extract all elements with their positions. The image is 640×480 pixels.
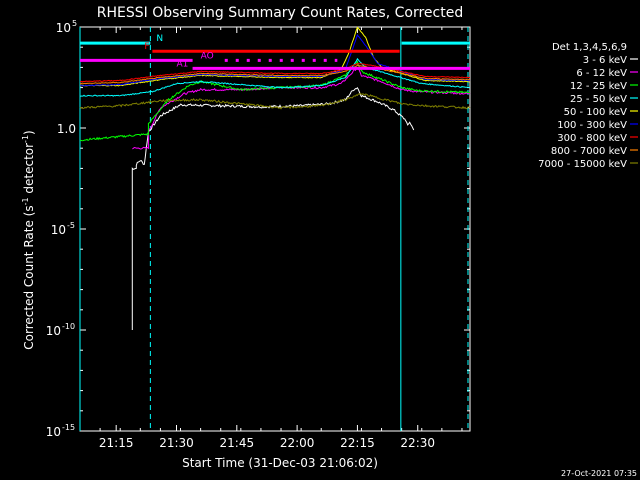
- series-line: [80, 57, 471, 97]
- state-bar-label: F: [144, 42, 149, 52]
- legend-entry: 800 - 7000 keV: [551, 146, 627, 157]
- state-bar-label: N: [156, 34, 163, 44]
- chart-title: RHESSI Observing Summary Count Rates, Co…: [97, 5, 463, 21]
- legend-entry: 6 - 12 keV: [576, 68, 627, 79]
- state-bar-label: A1: [176, 59, 188, 69]
- legend-entry: 12 - 25 keV: [570, 81, 627, 92]
- legend-title: Det 1,3,4,5,6,9: [552, 42, 627, 53]
- series-line: [79, 62, 470, 83]
- series-line: [132, 67, 471, 150]
- legend-entry: 100 - 300 keV: [557, 120, 627, 131]
- y-tick-label: 10: [46, 324, 61, 338]
- legend-entry: 3 - 6 keV: [583, 55, 627, 66]
- series-line: [79, 64, 471, 85]
- state-bar-label: AO: [201, 51, 214, 61]
- legend-entry: 50 - 100 keV: [564, 107, 628, 118]
- y-axis-label: Corrected Count Rate (s-1 detector-1): [21, 130, 36, 349]
- series-line: [79, 92, 471, 110]
- y-tick-exponent: -15: [62, 423, 75, 432]
- footer-date: 27-Oct-2021 07:35: [561, 469, 637, 478]
- x-tick-label: 22:00: [280, 436, 315, 450]
- legend-entry: 300 - 800 keV: [557, 133, 627, 144]
- y-tick-label: 10: [56, 21, 71, 35]
- series-line: [131, 87, 415, 330]
- x-axis-label: Start Time (31-Dec-03 21:06:02): [182, 456, 378, 470]
- series-line: [79, 26, 471, 87]
- series-line: [80, 60, 470, 142]
- y-tick-label: 10: [46, 425, 61, 439]
- x-tick-label: 21:15: [99, 436, 134, 450]
- x-tick-label: 21:45: [220, 436, 255, 450]
- x-tick-label: 21:30: [159, 436, 194, 450]
- y-tick-label: 1.0: [57, 122, 76, 136]
- y-tick-exponent: -5: [67, 221, 75, 230]
- y-tick-exponent: 5: [72, 19, 77, 28]
- legend-entry: 25 - 50 keV: [570, 94, 627, 105]
- x-tick-label: 22:15: [340, 436, 375, 450]
- legend-entry: 7000 - 15000 keV: [538, 159, 627, 170]
- x-tick-label: 22:30: [400, 436, 435, 450]
- y-tick-label: 10: [51, 223, 66, 237]
- y-tick-exponent: -10: [62, 322, 75, 331]
